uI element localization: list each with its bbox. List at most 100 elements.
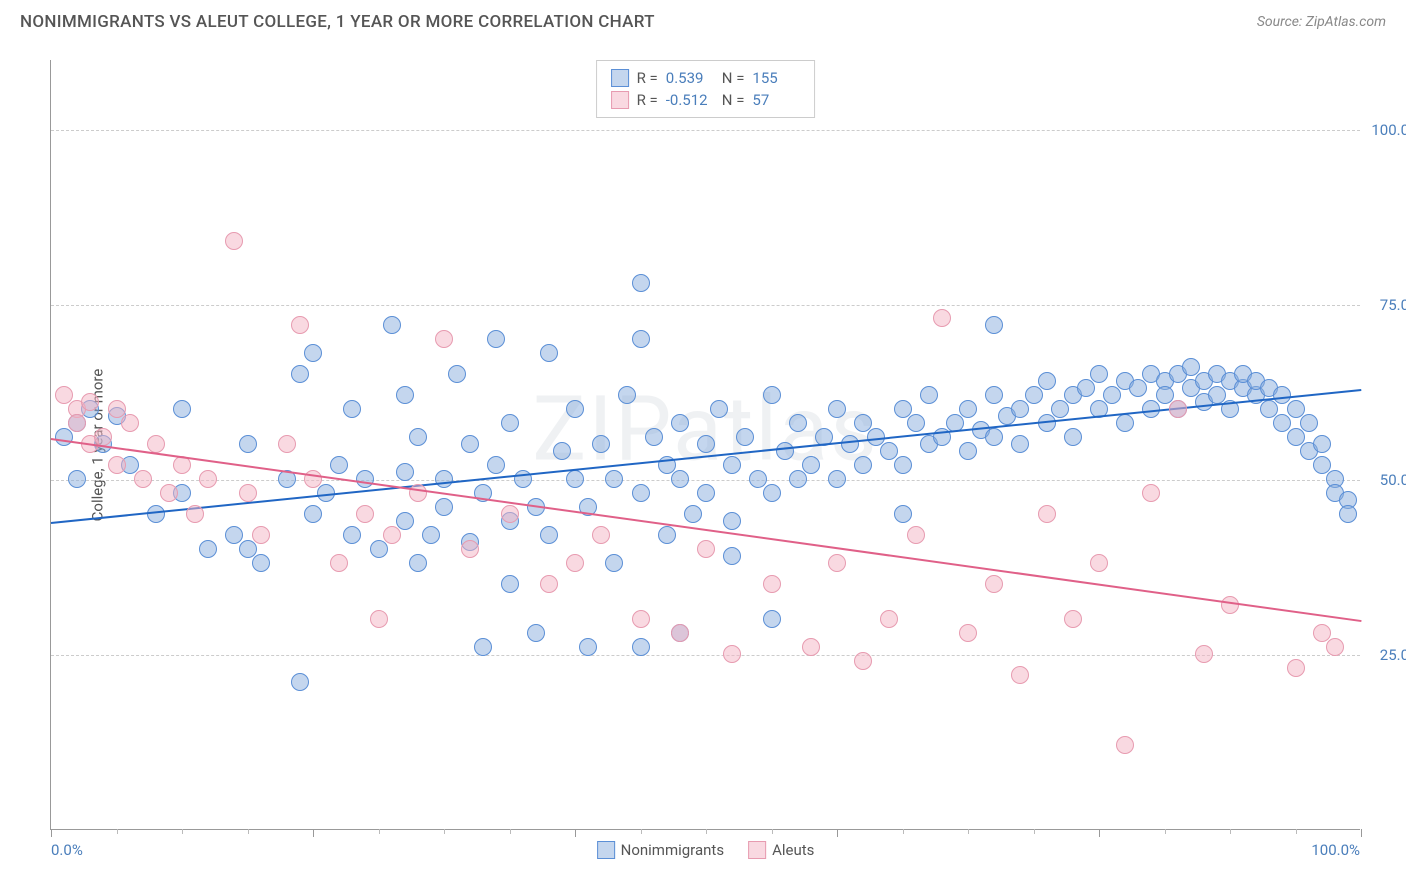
swatch-nonimmigrants-icon: [597, 841, 615, 859]
data-point: [121, 414, 139, 432]
data-point: [68, 414, 86, 432]
data-point: [1077, 379, 1095, 397]
data-point: [959, 400, 977, 418]
data-point: [422, 526, 440, 544]
data-point: [173, 400, 191, 418]
data-point: [763, 575, 781, 593]
data-point: [736, 428, 754, 446]
data-point: [461, 540, 479, 558]
x-tick-minor: [903, 829, 904, 834]
data-point: [894, 505, 912, 523]
data-point: [723, 645, 741, 663]
y-tick-label: 100.0%: [1371, 121, 1406, 139]
data-point: [605, 554, 623, 572]
data-point: [1339, 505, 1357, 523]
data-point: [854, 652, 872, 670]
data-point: [396, 512, 414, 530]
data-point: [396, 463, 414, 481]
x-axis-min: 0.0%: [51, 841, 83, 859]
data-point: [94, 428, 112, 446]
data-point: [1025, 386, 1043, 404]
data-point: [697, 540, 715, 558]
data-point: [409, 554, 427, 572]
data-point: [763, 610, 781, 628]
data-point: [448, 365, 466, 383]
data-point: [330, 456, 348, 474]
data-point: [632, 484, 650, 502]
stat-n-label: N =: [722, 69, 745, 87]
x-tick-minor: [117, 829, 118, 834]
stat-r-val-0: 0.539: [666, 69, 714, 87]
data-point: [632, 610, 650, 628]
data-point: [671, 414, 689, 432]
data-point: [592, 435, 610, 453]
data-point: [160, 484, 178, 502]
data-point: [278, 435, 296, 453]
x-tick-minor: [772, 829, 773, 834]
data-point: [409, 484, 427, 502]
x-tick-minor: [1165, 829, 1166, 834]
data-point: [1195, 645, 1213, 663]
data-point: [199, 540, 217, 558]
data-point: [1051, 400, 1069, 418]
data-point: [239, 540, 257, 558]
data-point: [239, 435, 257, 453]
data-point: [225, 232, 243, 250]
data-point: [763, 386, 781, 404]
data-point: [291, 365, 309, 383]
data-point: [1064, 428, 1082, 446]
data-point: [1038, 505, 1056, 523]
data-point: [383, 316, 401, 334]
swatch-aleuts: [611, 91, 629, 109]
data-point: [802, 456, 820, 474]
stats-row-0: R = 0.539 N = 155: [611, 67, 801, 89]
data-point: [396, 386, 414, 404]
trend-line: [51, 438, 1361, 622]
data-point: [723, 547, 741, 565]
data-point: [933, 309, 951, 327]
legend-item-aleuts: Aleuts: [748, 841, 814, 859]
data-point: [1090, 554, 1108, 572]
data-point: [1090, 365, 1108, 383]
x-tick-minor: [248, 829, 249, 834]
data-point: [632, 638, 650, 656]
data-point: [343, 526, 361, 544]
legend-label: Aleuts: [772, 841, 814, 859]
legend-label: Nonimmigrants: [621, 841, 724, 859]
data-point: [592, 526, 610, 544]
data-point: [501, 505, 519, 523]
data-point: [920, 386, 938, 404]
data-point: [81, 393, 99, 411]
data-point: [880, 610, 898, 628]
data-point: [828, 554, 846, 572]
data-point: [1326, 638, 1344, 656]
data-point: [723, 456, 741, 474]
x-tick-minor: [182, 829, 183, 834]
legend-item-nonimmigrants: Nonimmigrants: [597, 841, 724, 859]
data-point: [435, 498, 453, 516]
x-tick-minor: [968, 829, 969, 834]
data-point: [632, 330, 650, 348]
data-point: [1064, 610, 1082, 628]
x-tick-minor: [1296, 829, 1297, 834]
data-point: [501, 414, 519, 432]
data-point: [291, 673, 309, 691]
data-point: [68, 470, 86, 488]
data-point: [763, 484, 781, 502]
x-tick: [51, 829, 52, 837]
stats-row-1: R = -0.512 N = 57: [611, 89, 801, 111]
data-point: [789, 470, 807, 488]
data-point: [828, 400, 846, 418]
x-tick-minor: [510, 829, 511, 834]
gridline: [51, 480, 1360, 481]
data-point: [1011, 666, 1029, 684]
data-point: [252, 554, 270, 572]
data-point: [645, 428, 663, 446]
data-point: [841, 435, 859, 453]
data-point: [487, 456, 505, 474]
x-tick: [1361, 829, 1362, 837]
data-point: [566, 554, 584, 572]
data-point: [907, 526, 925, 544]
data-point: [527, 624, 545, 642]
data-point: [474, 638, 492, 656]
